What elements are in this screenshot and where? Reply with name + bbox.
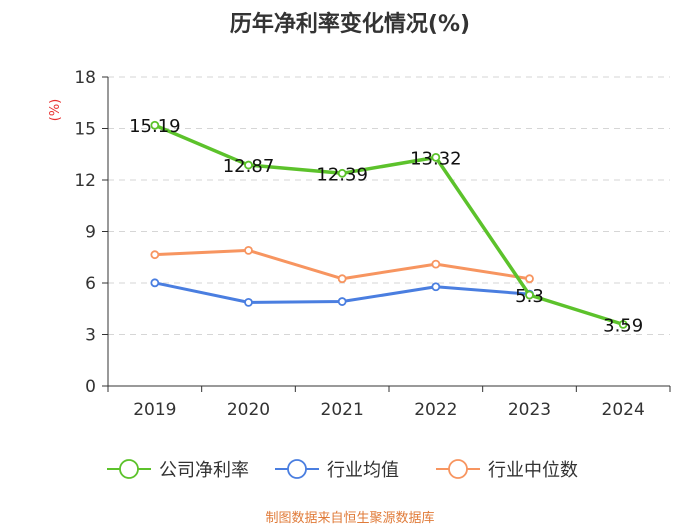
data-point[interactable] [525,274,534,284]
legend-marker [287,459,307,479]
data-label: 5.3 [515,286,544,307]
legend-marker [448,459,468,479]
data-source-note: 制图数据来自恒生聚源数据库 [265,511,435,526]
y-axis-unit-label: (%) [48,99,63,122]
axes: 0 3 6 9 12 15 18 2019 2020 2021 2022 2023 2024 (%) [48,68,671,420]
legend-marker [119,459,139,479]
y-tick-label: 9 [85,223,96,243]
legend-label: 公司净利率 [159,460,249,481]
data-point[interactable] [244,297,253,307]
data-label: 12.87 [223,156,275,177]
y-tick-label: 3 [85,326,96,346]
y-tick-label: 18 [74,68,96,88]
data-point[interactable] [150,250,160,260]
chart-title: 历年净利率变化情况(%) [229,12,471,37]
x-tick-label: 2024 [602,400,645,420]
legend-label: 行业中位数 [488,460,578,481]
series-3 [150,245,534,284]
data-point[interactable] [431,282,441,292]
data-label: 3.59 [603,315,643,336]
series-line [154,123,624,327]
data-point[interactable] [150,120,160,130]
y-tick-label: 15 [74,120,96,140]
legend[interactable]: 公司净利率 行业均值 行业中位数 [107,459,578,481]
data-point[interactable] [431,152,441,162]
series-1 [150,120,628,329]
data-label: 12.39 [316,164,368,185]
data-point[interactable] [337,297,347,306]
data-point[interactable] [337,274,347,284]
y-tick-label: 0 [85,377,96,397]
y-tick-label: 12 [74,171,96,191]
legend-label: 行业均值 [327,460,399,481]
y-tick-label: 6 [85,274,96,294]
x-tick-label: 2022 [414,400,457,420]
legend-item-1[interactable]: 公司净利率 [107,459,249,481]
data-point[interactable] [618,319,628,329]
data-point[interactable] [525,290,534,300]
legend-item-2[interactable]: 行业均值 [275,459,399,481]
data-point[interactable] [244,245,253,255]
x-tick-label: 2021 [321,400,364,420]
x-tick-label: 2019 [133,400,176,420]
x-tick-label: 2020 [227,400,270,420]
x-tick-label: 2023 [508,400,551,420]
legend-item-3[interactable]: 行业中位数 [436,459,578,481]
gridlines [108,76,670,335]
data-labels: 15.19 12.87 12.39 13.32 5.3 3.59 [129,116,643,336]
series-group [150,120,628,329]
data-point[interactable] [337,168,347,178]
data-point[interactable] [150,278,160,288]
data-point[interactable] [431,259,441,269]
data-label: 15.19 [129,116,181,137]
data-point[interactable] [244,160,253,170]
data-label: 13.32 [410,148,462,169]
